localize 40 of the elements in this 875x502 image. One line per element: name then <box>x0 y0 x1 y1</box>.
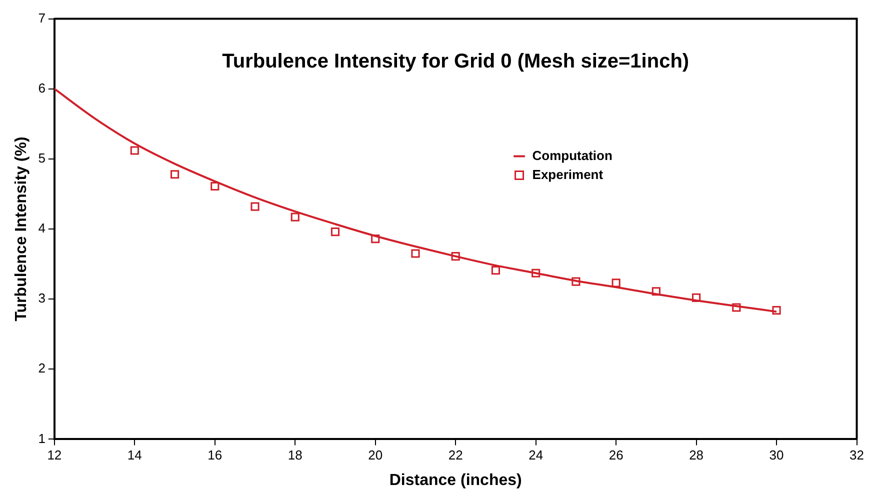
x-tick-label: 12 <box>47 448 62 463</box>
x-tick-label: 24 <box>528 448 544 463</box>
y-tick-label: 7 <box>38 10 46 26</box>
y-tick-label: 2 <box>38 360 46 376</box>
point <box>612 278 620 288</box>
point <box>732 303 741 312</box>
point <box>250 202 260 211</box>
x-tick-label: 32 <box>850 448 864 463</box>
y-tick-label: 4 <box>38 220 46 236</box>
point <box>170 170 180 179</box>
y-tick-label: 1 <box>38 430 46 446</box>
x-tick-label: 14 <box>127 448 142 463</box>
point <box>451 252 460 261</box>
point <box>130 146 139 155</box>
y-tick-label: 5 <box>38 150 46 166</box>
point <box>411 249 420 258</box>
y-axis-title: Turbulence Intensity (%) <box>13 136 30 322</box>
x-tick-label: 22 <box>448 448 463 463</box>
text: Turbulence Intensity for Grid 0 (Mesh size=1inch) <box>222 50 690 72</box>
point <box>572 277 580 286</box>
y-tick-label: 3 <box>38 290 46 306</box>
y-tick-label: 6 <box>38 80 46 96</box>
x-tick-label: 26 <box>608 448 624 463</box>
x-axis-title: Distance (inches) <box>389 472 522 489</box>
point <box>692 293 701 302</box>
x-tick-label: 20 <box>368 448 383 463</box>
x-tick-label: 18 <box>288 448 302 463</box>
point <box>371 234 380 244</box>
x-tick-label: 28 <box>689 448 704 463</box>
point <box>652 287 660 296</box>
point <box>290 212 300 222</box>
point <box>210 182 220 191</box>
point <box>330 228 340 236</box>
legend-label: Computation <box>532 148 612 163</box>
point <box>491 266 500 275</box>
legend-label: Experiment <box>532 166 604 182</box>
x-tick-label: 30 <box>769 448 784 463</box>
point <box>772 306 781 315</box>
point <box>532 268 540 278</box>
x-tick-label: 16 <box>208 448 222 463</box>
